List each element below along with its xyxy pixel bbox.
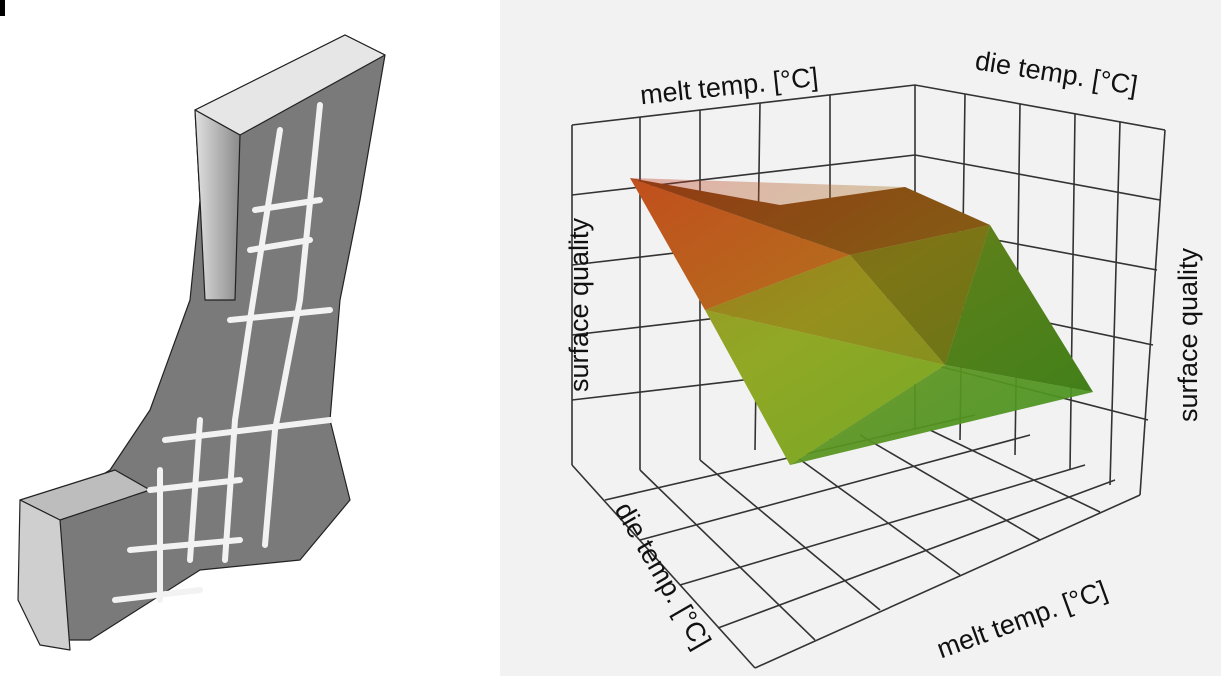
axis-label: surface quality (1173, 247, 1203, 422)
axis-label: surface quality (564, 217, 594, 392)
corner-mark (0, 0, 5, 16)
figure: melt temp. [°C] die temp. [°C] surface q… (0, 0, 1221, 676)
cad-part (0, 0, 385, 650)
